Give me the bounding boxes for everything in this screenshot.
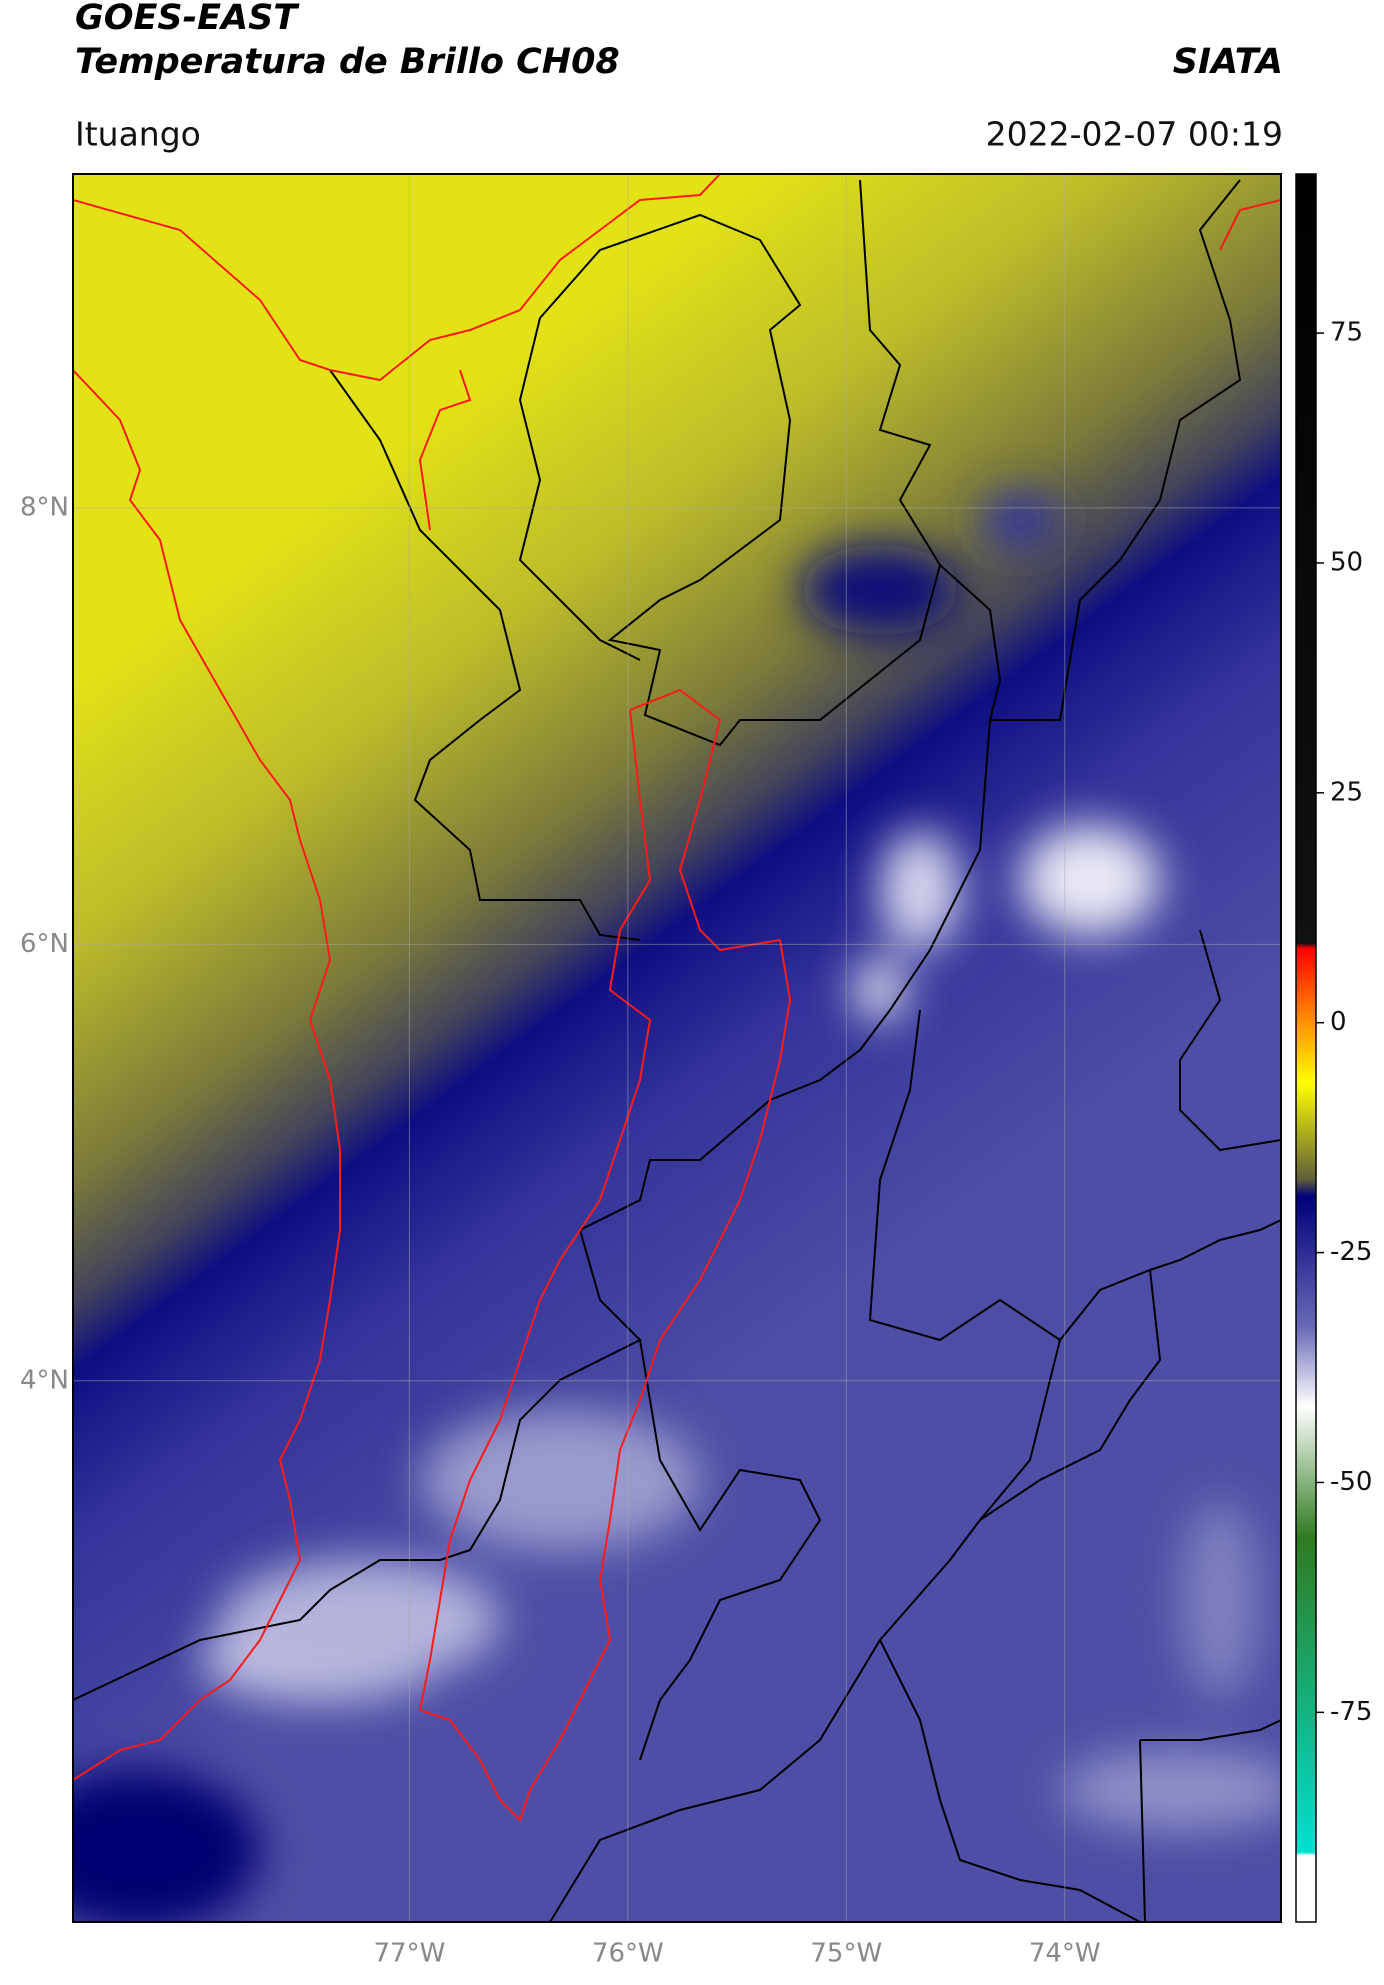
satellite-image	[73, 174, 1281, 1922]
boundary	[539, 179, 942, 747]
boundary	[549, 1009, 1062, 1922]
source: SIATA	[1173, 42, 1283, 82]
colorbar-tick-label: 75	[1330, 318, 1363, 348]
boundary	[329, 369, 641, 941]
colorbar-tick-label: 0	[1330, 1007, 1347, 1037]
colorbar-tick-label: -75	[1330, 1697, 1372, 1727]
admin-boundaries	[73, 179, 1281, 1922]
boundary	[518, 317, 641, 661]
lon-tick-label: 75°W	[810, 1939, 882, 1969]
colorbar-tick-label: -50	[1330, 1467, 1372, 1497]
boundary	[73, 719, 991, 1701]
boundary	[1059, 1219, 1281, 1341]
lat-tick-label: 6°N	[20, 929, 69, 959]
coastline	[73, 369, 341, 1781]
coastline	[418, 369, 472, 531]
red-outlines	[73, 174, 1281, 1822]
datetime: 2022-02-07 00:19	[986, 115, 1283, 154]
colorbar-tick-label: -25	[1330, 1237, 1372, 1267]
subtitle: Temperatura de Brillo CH08	[75, 42, 620, 82]
basin-outline	[418, 688, 792, 1822]
boundary	[939, 179, 1242, 721]
boundary	[1139, 1739, 1146, 1922]
lon-tick-label: 76°W	[592, 1939, 664, 1969]
boundary	[1140, 1719, 1281, 1741]
lat-tick-label: 8°N	[20, 492, 69, 522]
lon-tick-label: 77°W	[374, 1939, 446, 1969]
boundary	[979, 1269, 1162, 1521]
map-frame	[72, 173, 1282, 1923]
boundary	[639, 1339, 822, 1761]
colorbar	[1295, 173, 1317, 1923]
boundary	[879, 1639, 1141, 1922]
lat-tick-label: 4°N	[20, 1365, 69, 1395]
colorbar-tick-label: 25	[1330, 777, 1363, 807]
graticule	[73, 174, 1281, 1922]
boundary	[1179, 929, 1281, 1152]
coastline	[73, 174, 721, 382]
lon-tick-label: 74°W	[1029, 1939, 1101, 1969]
title: GOES-EAST	[75, 0, 300, 38]
colorbar-tick-label: 50	[1330, 547, 1363, 577]
location: Ituango	[75, 115, 201, 154]
coastline	[1219, 199, 1281, 251]
